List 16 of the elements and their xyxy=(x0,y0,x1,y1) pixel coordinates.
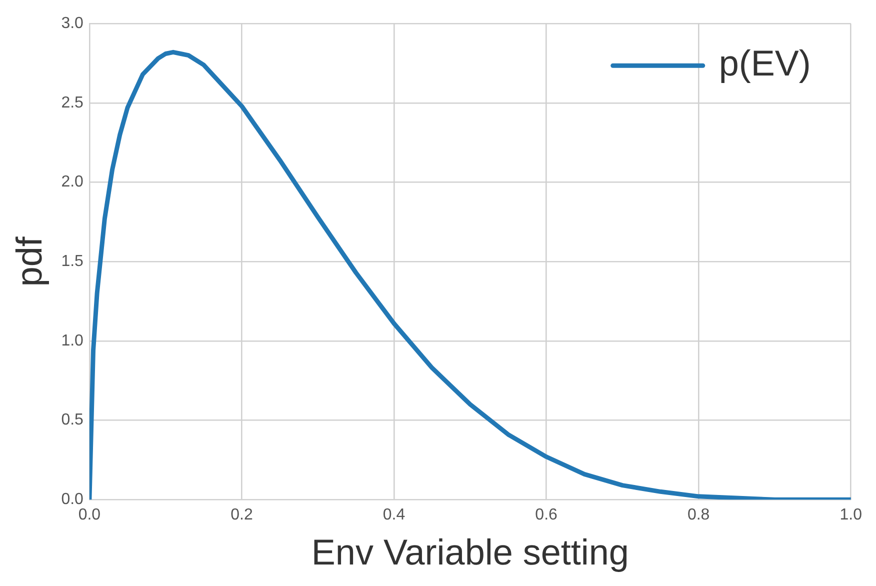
y-tick-label: 1.0 xyxy=(61,332,84,350)
x-tick-label: 1.0 xyxy=(840,506,862,524)
x-tick-label: 0.6 xyxy=(535,506,558,524)
x-tick-label: 0.0 xyxy=(78,506,101,524)
y-tick-label: 2.0 xyxy=(61,174,84,191)
y-tick-label: 3.0 xyxy=(61,15,84,32)
x-tick-label: 0.8 xyxy=(687,506,710,524)
x-tick-label: 0.4 xyxy=(382,506,406,524)
y-tick-label: 1.5 xyxy=(61,253,84,270)
x-axis-title: Env Variable setting xyxy=(311,531,629,572)
y-tick-label: 2.5 xyxy=(61,94,84,112)
y-tick-label: 0.0 xyxy=(61,491,84,508)
legend-label: p(EV) xyxy=(718,42,811,84)
y-tick-label: 0.5 xyxy=(61,412,84,429)
y-axis-title: pdf xyxy=(8,236,50,287)
x-tick-label: 0.2 xyxy=(230,506,253,524)
